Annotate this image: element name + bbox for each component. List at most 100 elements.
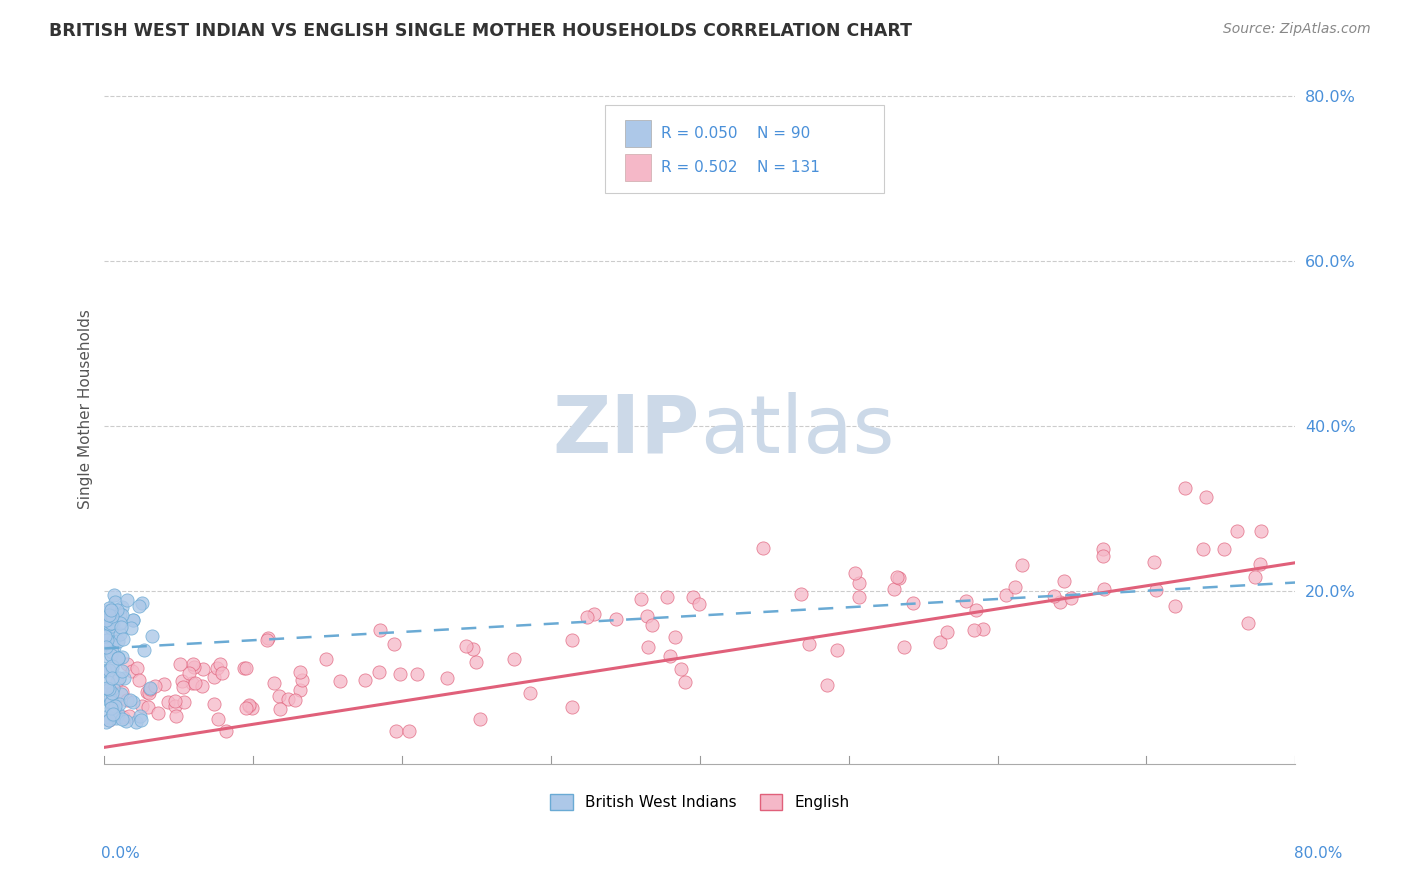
Point [883, 582, 905, 597]
Point [96, 633, 118, 648]
Point [117, 657, 139, 671]
Point [955, 594, 977, 608]
Point [291, 673, 314, 687]
Point [110, 615, 132, 630]
Point [972, 622, 994, 636]
Point [100, 671, 122, 685]
Point [108, 626, 131, 640]
Point [752, 541, 775, 555]
Point [120, 693, 142, 707]
Point [288, 682, 311, 697]
Point [561, 700, 583, 714]
Point [398, 723, 420, 738]
Point [96, 614, 118, 628]
Point [101, 619, 124, 633]
Point [98, 691, 121, 706]
Point [94, 630, 117, 644]
Point [115, 714, 138, 729]
Point [636, 608, 658, 623]
Point [100, 603, 122, 617]
Point [202, 670, 225, 684]
Point [211, 665, 233, 680]
Point [139, 681, 162, 696]
Point [141, 629, 163, 643]
Point [105, 674, 128, 689]
Point [94, 627, 117, 641]
Point [129, 708, 152, 723]
Point [256, 631, 278, 645]
Point [269, 701, 291, 715]
Point [844, 566, 866, 580]
Point [97, 604, 120, 618]
Point [100, 710, 122, 724]
Point [470, 712, 492, 726]
Point [100, 661, 122, 675]
Point [94, 640, 117, 655]
Point [105, 711, 128, 725]
Point [97, 617, 120, 632]
Point [215, 723, 238, 738]
Point [100, 695, 122, 709]
Point [100, 615, 122, 630]
Point [995, 588, 1018, 602]
Point [1091, 542, 1114, 557]
Point [100, 688, 122, 702]
Point [173, 695, 195, 709]
Point [165, 694, 187, 708]
Point [202, 697, 225, 711]
Point [135, 685, 157, 699]
Point [1249, 557, 1271, 571]
Point [454, 639, 477, 653]
Point [98, 615, 121, 629]
Point [848, 591, 870, 605]
Point [94, 616, 117, 631]
Point [97, 674, 120, 689]
Point [582, 607, 605, 622]
Text: atlas: atlas [700, 392, 894, 470]
Point [101, 686, 124, 700]
Point [181, 657, 204, 671]
Point [108, 671, 131, 685]
Point [111, 599, 134, 614]
Point [120, 621, 142, 635]
Point [1053, 574, 1076, 588]
Point [112, 672, 135, 686]
Point [1092, 582, 1115, 596]
Text: R = 0.502    N = 131: R = 0.502 N = 131 [661, 161, 820, 176]
Point [519, 686, 541, 700]
Point [1011, 558, 1033, 573]
Point [1243, 570, 1265, 584]
Point [111, 664, 134, 678]
Point [1250, 524, 1272, 538]
Point [1043, 589, 1066, 603]
Point [98, 695, 121, 709]
Point [153, 677, 176, 691]
Point [893, 640, 915, 655]
Point [283, 693, 305, 707]
FancyBboxPatch shape [605, 104, 884, 194]
Point [97, 641, 120, 656]
Point [384, 723, 406, 738]
Point [110, 620, 132, 634]
Point [682, 590, 704, 604]
Point [115, 593, 138, 607]
Point [965, 603, 987, 617]
Point [1226, 524, 1249, 538]
Point [100, 695, 122, 709]
Point [122, 613, 145, 627]
Point [256, 633, 278, 648]
Point [107, 651, 129, 665]
Text: R = 0.050    N = 90: R = 0.050 N = 90 [661, 126, 810, 141]
Point [131, 699, 153, 714]
Point [115, 693, 138, 707]
Point [118, 708, 141, 723]
Point [315, 652, 337, 666]
Point [107, 707, 129, 722]
Point [105, 603, 128, 617]
Point [108, 607, 131, 622]
Text: BRITISH WEST INDIAN VS ENGLISH SINGLE MOTHER HOUSEHOLDS CORRELATION CHART: BRITISH WEST INDIAN VS ENGLISH SINGLE MO… [49, 22, 912, 40]
Point [101, 608, 124, 623]
Point [100, 700, 122, 714]
Point [183, 660, 205, 674]
Point [101, 617, 124, 632]
